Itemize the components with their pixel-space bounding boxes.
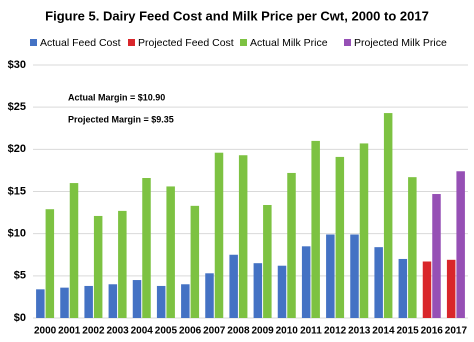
y-tick-label: $30	[8, 59, 26, 71]
x-tick-label: 2004	[131, 326, 154, 337]
bar	[263, 204, 272, 318]
x-tick-label: 2015	[396, 326, 419, 337]
x-tick-label: 2006	[179, 326, 202, 337]
bar	[45, 209, 55, 318]
bar	[446, 259, 456, 318]
y-tick-label: $0	[14, 312, 26, 324]
x-tick-label: 2009	[251, 326, 274, 337]
x-tick-label: 2002	[82, 326, 105, 337]
bar	[287, 172, 296, 318]
y-tick-label: $20	[8, 143, 26, 155]
bar	[432, 194, 441, 318]
bar	[456, 171, 465, 318]
chart-title: Figure 5. Dairy Feed Cost and Milk Price…	[45, 8, 429, 23]
bar	[326, 234, 335, 318]
bar	[311, 140, 320, 318]
bar	[69, 183, 79, 318]
bar	[156, 285, 166, 318]
x-tick-label: 2007	[203, 326, 226, 337]
bar	[422, 261, 432, 318]
bar	[36, 289, 45, 318]
x-tick-label: 2001	[58, 326, 81, 337]
bar	[93, 215, 103, 318]
bar	[398, 258, 408, 318]
bar	[229, 254, 238, 318]
legend-marker	[30, 39, 37, 46]
x-tick-label: 2008	[227, 326, 250, 337]
bar	[335, 156, 345, 318]
bar	[408, 177, 417, 318]
y-tick-label: $5	[14, 270, 26, 282]
bar	[350, 234, 359, 318]
x-tick-label: 2000	[34, 326, 57, 337]
annotation: Projected Margin = $9.35	[68, 114, 174, 124]
bar	[214, 152, 224, 318]
x-tick-label: 2005	[155, 326, 178, 337]
bar	[84, 285, 93, 318]
bar	[301, 246, 311, 318]
legend-label: Actual Milk Price	[250, 37, 328, 49]
bar	[383, 113, 393, 318]
x-tick-label: 2010	[276, 326, 299, 337]
bar	[166, 186, 175, 318]
bar	[181, 284, 190, 318]
x-tick-label: 2014	[372, 326, 395, 337]
legend-marker	[240, 39, 247, 46]
bar	[374, 247, 383, 318]
legend-marker	[344, 39, 351, 46]
bar	[132, 280, 142, 318]
legend-label: Projected Milk Price	[354, 37, 447, 49]
bar	[359, 143, 369, 318]
x-tick-label: 2013	[348, 326, 371, 337]
bar	[60, 287, 69, 318]
x-tick-label: 2011	[300, 326, 322, 337]
bar	[118, 210, 127, 318]
legend-label: Projected Feed Cost	[138, 37, 234, 49]
bar	[205, 273, 214, 318]
annotation: Actual Margin = $10.90	[68, 92, 165, 102]
y-tick-label: $10	[8, 228, 26, 240]
x-tick-label: 2003	[106, 326, 129, 337]
legend-label: Actual Feed Cost	[40, 37, 121, 49]
y-tick-label: $15	[8, 185, 26, 197]
x-tick-label: 2016	[421, 326, 444, 337]
bar	[108, 284, 118, 318]
legend-marker	[128, 39, 135, 46]
bar	[253, 263, 263, 318]
bar	[190, 205, 200, 318]
bar	[277, 265, 287, 318]
y-tick-label: $25	[8, 101, 26, 113]
x-tick-label: 2012	[324, 326, 347, 337]
bar	[142, 178, 151, 318]
bar	[238, 155, 248, 318]
x-tick-label: 2017	[445, 326, 468, 337]
